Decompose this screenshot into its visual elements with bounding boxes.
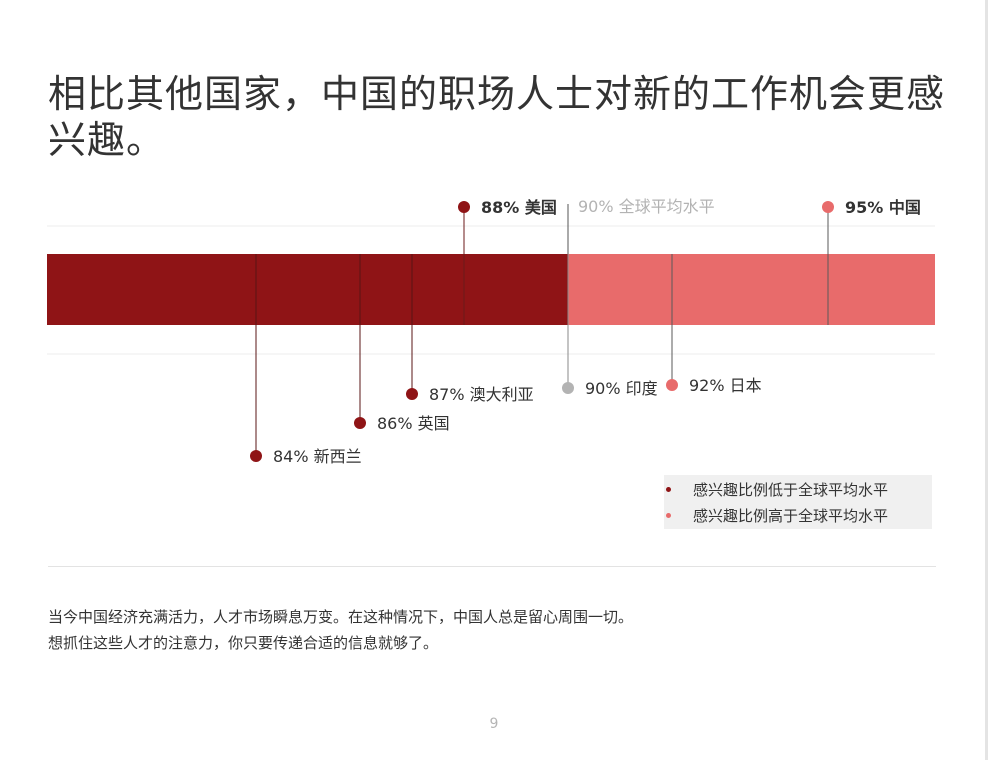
data-label-美国: 88% 美国 (481, 198, 557, 217)
page-title: 相比其他国家，中国的职场人士对新的工作机会更感兴趣。 (48, 72, 946, 163)
legend-label-above: 感兴趣比例高于全球平均水平 (693, 506, 889, 525)
page-number: 9 (489, 716, 499, 732)
data-point-新西兰 (250, 450, 262, 462)
data-label-澳大利亚: 87% 澳大利亚 (429, 385, 534, 404)
legend-dot-above (666, 512, 671, 518)
caption-text: 当今中国经济充满活力，人才市场瞬息万变。在这种情况下，中国人总是留心周围一切。 … (48, 604, 928, 656)
bar-below-average (47, 254, 568, 325)
data-label-新西兰: 84% 新西兰 (273, 447, 362, 466)
caption-line-1: 当今中国经济充满活力，人才市场瞬息万变。在这种情况下，中国人总是留心周围一切。 (48, 608, 634, 626)
average-label: 90% 全球平均水平 (578, 197, 715, 216)
legend-item-below: 感兴趣比例低于全球平均水平 (664, 476, 888, 502)
data-label-英国: 86% 英国 (377, 414, 450, 433)
data-point-英国 (354, 417, 366, 429)
data-point-中国 (822, 201, 834, 213)
section-divider (48, 566, 936, 567)
data-point-澳大利亚 (406, 388, 418, 400)
data-label-日本: 92% 日本 (689, 376, 762, 395)
data-point-美国 (458, 201, 470, 213)
chart-legend: 感兴趣比例低于全球平均水平 感兴趣比例高于全球平均水平 (664, 475, 932, 529)
data-label-印度: 90% 印度 (585, 379, 658, 398)
data-point-日本 (666, 379, 678, 391)
page-edge (985, 0, 988, 760)
legend-label-below: 感兴趣比例低于全球平均水平 (693, 480, 889, 499)
caption-line-2: 想抓住这些人才的注意力，你只要传递合适的信息就够了。 (48, 634, 439, 652)
legend-item-above: 感兴趣比例高于全球平均水平 (664, 502, 888, 528)
interest-bar-chart: 90% 全球平均水平 84% 新西兰 86% 英国 87% 澳大利亚 88% 美国 90%… (47, 197, 935, 466)
data-label-中国: 95% 中国 (845, 198, 921, 217)
data-point-印度 (562, 382, 574, 394)
bar-above-average (568, 254, 935, 325)
legend-dot-below (666, 486, 671, 492)
